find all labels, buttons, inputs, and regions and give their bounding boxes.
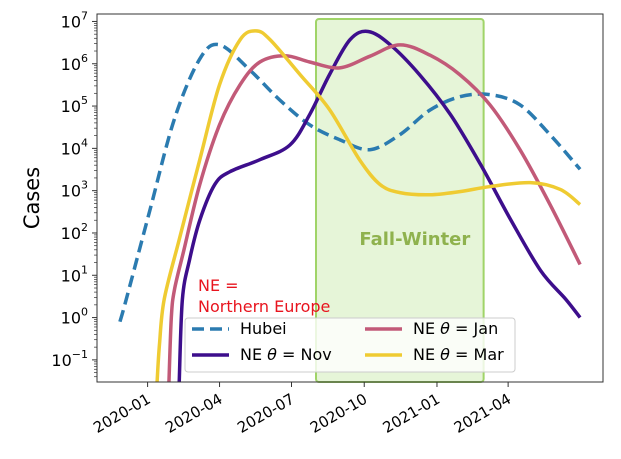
y-tick-label: 101: [61, 263, 88, 285]
y-tick-label: 100: [61, 306, 88, 328]
y-axis: 107 106 105 104 103 102 101 100 10−1: [51, 9, 97, 378]
x-axis: 2020-01 2020-04 2020-07 2020-10 2021-01 2021-…: [90, 382, 514, 437]
fall-winter-region: Fall-Winter: [315, 18, 485, 383]
annotation-line-2: Northern Europe: [198, 297, 330, 316]
x-tick-label: 2020-04: [162, 390, 225, 437]
x-tick-label: 2021-01: [380, 390, 443, 437]
plot-frame: [96, 13, 604, 383]
y-tick-label: 103: [61, 179, 88, 201]
x-tick-label: 2021-04: [451, 390, 514, 437]
x-tick-label: 2020-10: [307, 390, 370, 437]
shaded-region-label: Fall-Winter: [359, 229, 470, 250]
y-tick-label: 107: [61, 9, 88, 31]
legend-label-0: Hubei: [240, 319, 287, 338]
legend-label-1: NE θ = Nov: [240, 345, 332, 364]
legend-box: [184, 317, 516, 373]
y-axis-label: Cases: [20, 167, 44, 229]
legend: Hubei NE θ = Nov NE θ = Jan NE θ = Mar: [184, 317, 516, 373]
series-line-3: [155, 29, 582, 382]
y-tick-label: 10−1: [51, 348, 88, 370]
series-group: [118, 29, 582, 382]
series-line-2: [167, 43, 582, 382]
legend-label-2: NE θ = Jan: [413, 319, 498, 338]
y-tick-label: 104: [61, 136, 88, 158]
annotation-line-1: NE =: [198, 276, 239, 295]
x-tick-label: 2020-01: [90, 390, 153, 437]
legend-label-3: NE θ = Mar: [413, 345, 504, 364]
x-tick-label: 2020-07: [234, 390, 297, 437]
y-tick-label: 102: [61, 221, 88, 243]
series-line-1: [177, 29, 582, 382]
y-tick-label: 106: [61, 52, 88, 74]
y-tick-label: 105: [61, 94, 88, 116]
